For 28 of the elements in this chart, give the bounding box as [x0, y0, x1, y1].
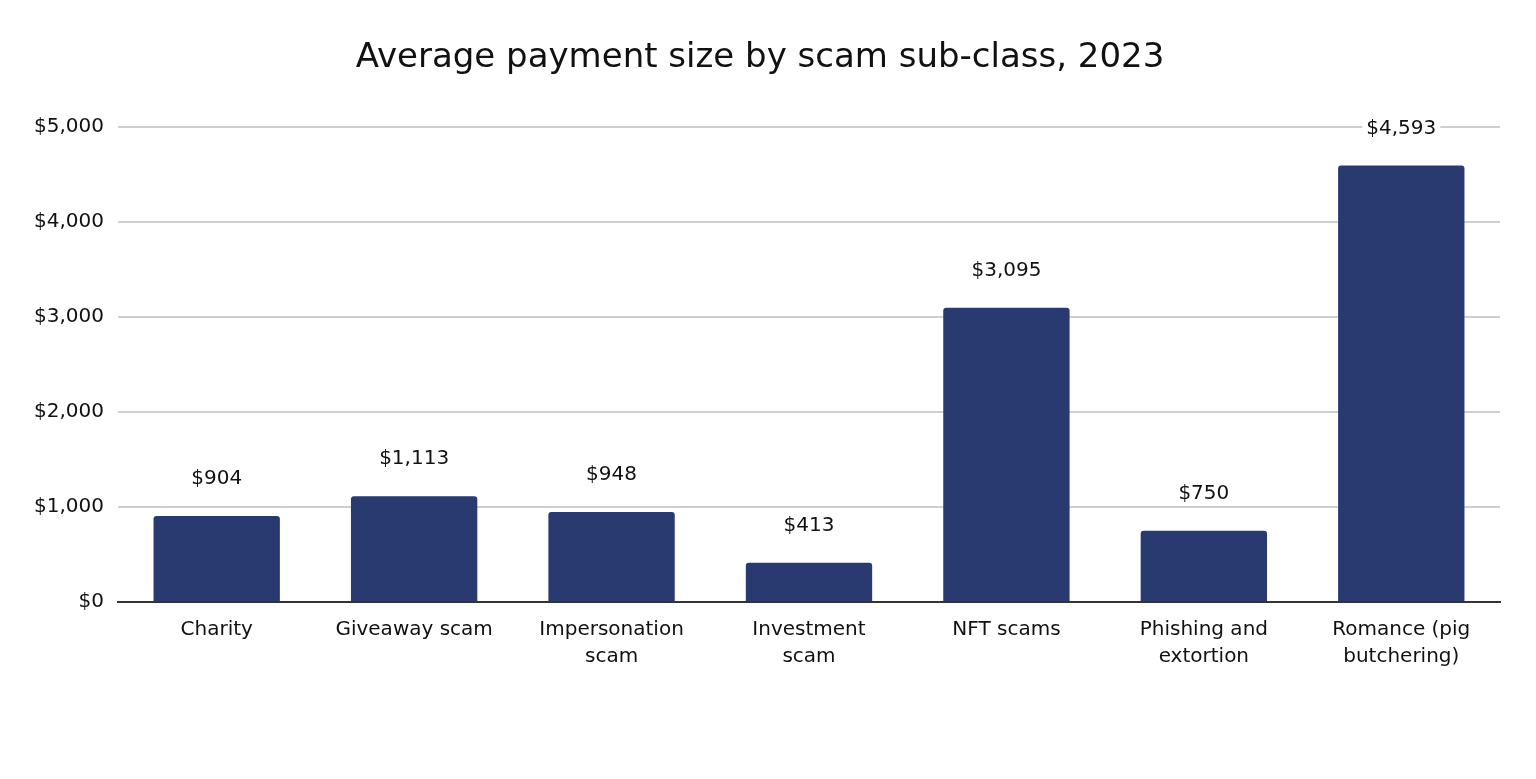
data-label: $750: [1178, 479, 1230, 504]
data-label: $948: [586, 461, 638, 486]
y-tick-label: $2,000: [34, 398, 104, 423]
data-label: $3,095: [971, 257, 1042, 282]
y-tick-label: $3,000: [34, 303, 104, 328]
x-tick-label: Romance (pig butchering): [1332, 615, 1471, 667]
x-tick-label: NFT scams: [952, 615, 1061, 640]
data-label: $4,593: [1366, 114, 1437, 139]
y-tick-label: $5,000: [34, 113, 104, 137]
bar: [1140, 530, 1268, 601]
y-tick-label: $1,000: [34, 493, 104, 518]
data-label: $904: [191, 465, 243, 490]
chart-title: Average payment size by scam sub-class, 2023: [355, 35, 1165, 76]
data-label: $1,113: [379, 445, 450, 470]
x-tick-label: Giveaway scam: [335, 615, 493, 640]
y-tick-label: $4,000: [34, 208, 104, 233]
bar: [153, 516, 280, 601]
y-tick-label: $0: [78, 588, 104, 613]
bar: [548, 511, 675, 601]
bar: [1338, 165, 1465, 601]
bar: [350, 496, 478, 601]
bar: [943, 307, 1070, 601]
bar: [745, 562, 873, 601]
x-tick-label: Charity: [180, 615, 254, 640]
x-tick-label: Investment scam: [752, 615, 866, 667]
x-tick-label: Phishing and extortion: [1139, 615, 1269, 667]
x-tick-label: Impersonation scam: [539, 615, 684, 667]
data-label: $413: [783, 511, 835, 536]
